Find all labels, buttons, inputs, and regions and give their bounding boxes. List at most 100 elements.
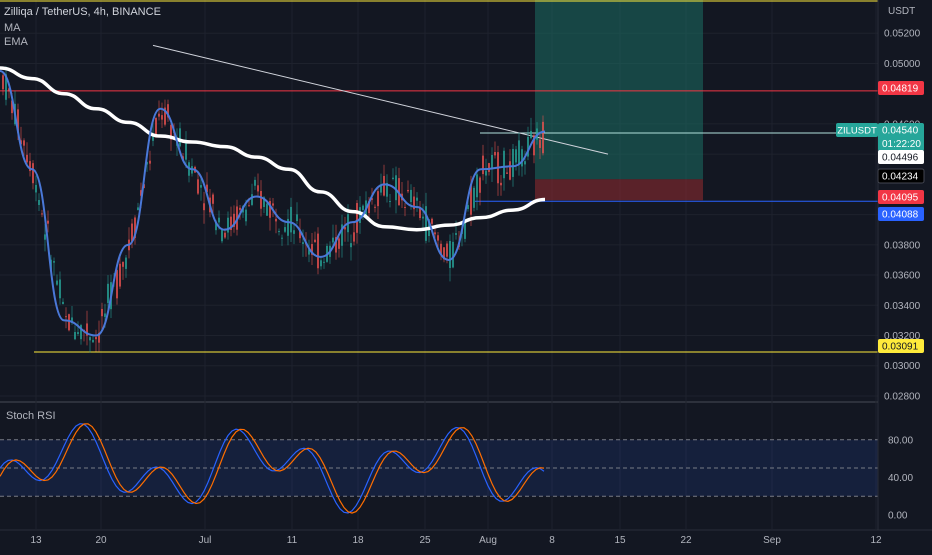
- candle-body: [359, 207, 361, 223]
- price-label: 0.04234: [882, 172, 919, 183]
- candle-body: [101, 308, 103, 317]
- candle-body: [251, 194, 253, 205]
- candle-body: [122, 261, 124, 267]
- candle-body: [38, 199, 40, 205]
- candle-body: [161, 115, 163, 120]
- candle-body: [503, 150, 505, 179]
- candle-body: [353, 232, 355, 242]
- symbol-badge: [836, 123, 878, 137]
- trendline: [152, 44, 609, 155]
- candle-body: [521, 149, 523, 167]
- candle-body: [431, 218, 433, 224]
- price-label-bg: [878, 207, 924, 221]
- candle-body: [206, 184, 208, 193]
- candle-body: [125, 257, 127, 269]
- candle-body: [314, 239, 316, 243]
- grid-lines: [0, 0, 932, 531]
- candle-body: [272, 203, 274, 206]
- candle-body: [506, 172, 508, 174]
- candle-body: [473, 187, 475, 208]
- candle-body: [386, 182, 388, 197]
- candle-body: [203, 203, 205, 211]
- candle-body: [362, 205, 364, 211]
- time-tick-label: 18: [352, 535, 364, 546]
- price-label-bg: [877, 168, 925, 184]
- candle-body: [77, 332, 79, 334]
- candle-body: [41, 213, 43, 215]
- stoch-d-line: [0, 423, 545, 514]
- stoch-rsi-label[interactable]: Stoch RSI: [6, 410, 56, 422]
- candle-body: [17, 109, 19, 133]
- candle-body: [86, 323, 88, 336]
- candle-body: [212, 194, 214, 204]
- candle-body: [446, 243, 448, 257]
- candle-body: [371, 198, 373, 200]
- candle-body: [104, 313, 106, 317]
- candle-body: [215, 221, 217, 231]
- candle-body: [383, 175, 385, 196]
- candle-body: [245, 209, 247, 222]
- rsi-tick-label: 40.00: [888, 473, 913, 484]
- candle-body: [260, 190, 262, 209]
- time-tick-label: 12: [870, 535, 882, 546]
- candle-body: [467, 205, 469, 210]
- candle-body: [284, 227, 286, 232]
- candle-body: [374, 206, 376, 208]
- price-tick-label: 0.03200: [884, 331, 921, 342]
- candle-body: [350, 243, 352, 248]
- ema-indicator-label[interactable]: EMA: [4, 36, 28, 48]
- candle-body: [317, 233, 319, 269]
- candle-body: [395, 175, 397, 201]
- candle-body: [515, 149, 517, 163]
- ma-indicator-label[interactable]: MA: [4, 22, 21, 34]
- price-label-bg: [878, 190, 924, 204]
- time-tick-label: 15: [614, 535, 626, 546]
- price-label-bg: [878, 81, 924, 95]
- candle-body: [368, 201, 370, 214]
- candle-body: [197, 179, 199, 194]
- candle-body: [152, 134, 154, 141]
- candle-body: [248, 205, 250, 207]
- candle-body: [392, 177, 394, 180]
- candle-body: [440, 243, 442, 256]
- stoch-rsi-panel: [0, 423, 878, 514]
- candle-body: [185, 142, 187, 160]
- candle-body: [140, 190, 142, 196]
- candle-body: [179, 128, 181, 147]
- time-tick-label: 13: [30, 535, 42, 546]
- candle-body: [512, 148, 514, 177]
- candle-body: [44, 234, 46, 240]
- candle-body: [410, 189, 412, 203]
- price-label: 0.04819: [882, 84, 919, 95]
- candle-body: [29, 161, 31, 172]
- profit-zone: [535, 0, 703, 180]
- candle-body: [26, 154, 28, 163]
- price-tick-label: 0.03600: [884, 271, 921, 282]
- candle-body: [335, 237, 337, 253]
- candle-body: [20, 140, 22, 145]
- candle-body: [419, 207, 421, 219]
- candle-body: [167, 104, 169, 118]
- candle-body: [479, 177, 481, 193]
- candle-body: [269, 201, 271, 218]
- candle-body: [488, 163, 490, 172]
- candle-body: [278, 231, 280, 233]
- symbol-title[interactable]: Zilliqa / TetherUS, 4h, BINANCE: [4, 6, 161, 18]
- stop-zone: [535, 179, 703, 201]
- candle-body: [341, 224, 343, 246]
- candle-body: [98, 332, 100, 343]
- stoch-k-line: [0, 423, 545, 514]
- candle-body: [146, 161, 148, 165]
- candle-body: [356, 203, 358, 233]
- candle-body: [71, 317, 73, 323]
- candle-body: [221, 229, 223, 242]
- candle-body: [137, 207, 139, 211]
- candle-body: [80, 325, 82, 340]
- candle-body: [200, 185, 202, 188]
- time-axis[interactable]: 13 20 Jul 11 18 25 Aug 8 15 22 Sep 12: [30, 535, 882, 546]
- candle-body: [344, 227, 346, 230]
- time-tick-label: 8: [549, 535, 555, 546]
- candle-body: [482, 155, 484, 175]
